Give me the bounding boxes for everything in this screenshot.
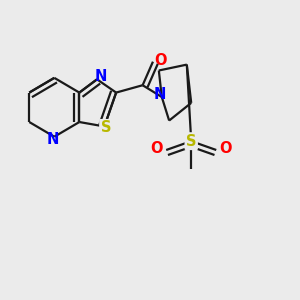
Text: S: S [100,120,111,135]
Text: S: S [186,134,196,149]
Text: O: O [219,141,232,156]
Text: O: O [151,141,163,156]
Text: N: N [153,87,166,102]
Text: N: N [94,70,107,85]
Text: O: O [154,53,167,68]
Text: N: N [46,132,59,147]
